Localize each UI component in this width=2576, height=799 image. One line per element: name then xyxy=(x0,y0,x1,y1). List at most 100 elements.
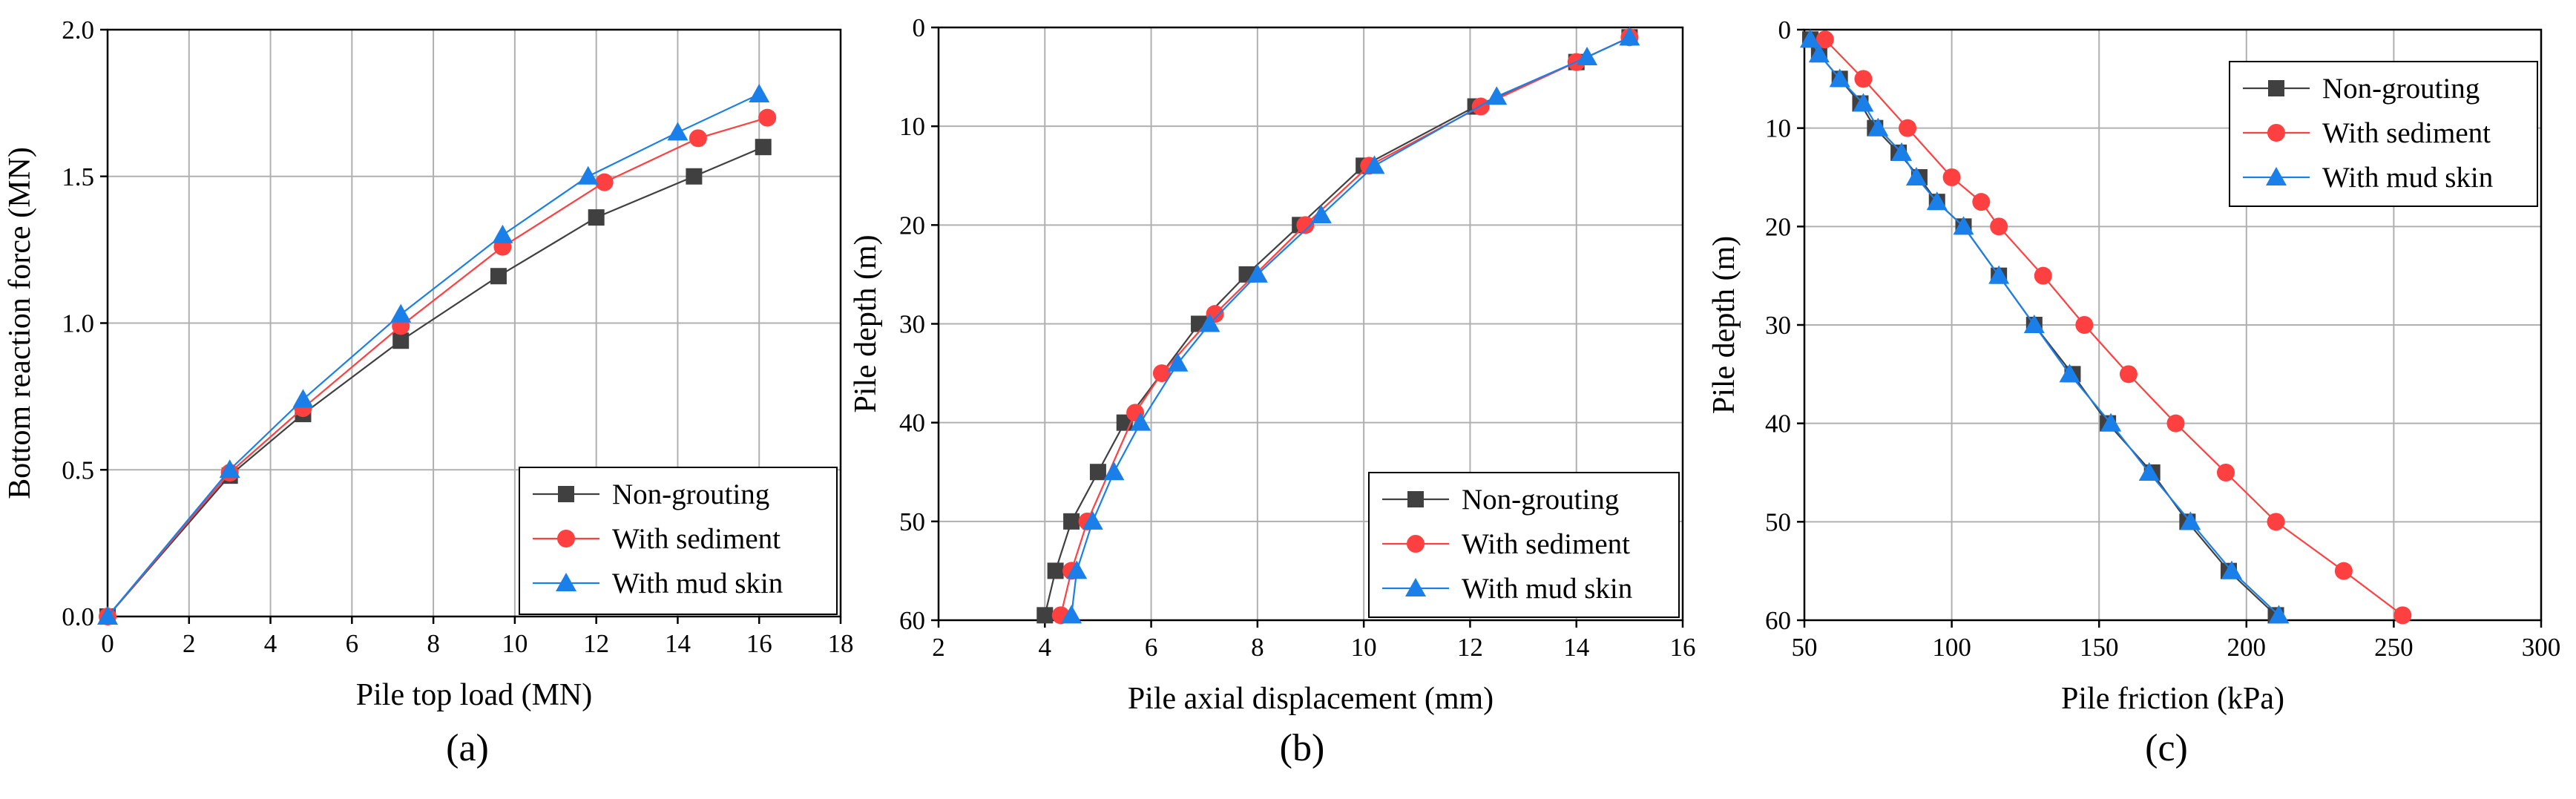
data-point xyxy=(1036,607,1054,624)
data-point xyxy=(1577,46,1598,65)
x-axis-label: Pile top load (MN) xyxy=(356,678,592,712)
chart-panel-2: 2 4 6 8 10 12 14 16 0 10 20 30 40 50 60 Pile axial disp… xyxy=(849,13,1696,769)
data-point xyxy=(1152,364,1171,383)
data-point xyxy=(755,139,772,156)
data-point xyxy=(1867,117,1889,137)
y-axis-label: Pile depth (m) xyxy=(1707,236,1741,414)
data-point xyxy=(1808,44,1830,63)
data-point xyxy=(1990,217,2008,236)
data-point xyxy=(595,173,614,191)
data-point xyxy=(588,209,605,226)
x-tick-label: 8 xyxy=(427,629,440,658)
data-point xyxy=(2268,605,2290,624)
data-point xyxy=(1854,70,1873,88)
y-tick-label: 40 xyxy=(1765,410,1791,438)
legend-marker xyxy=(2268,80,2284,96)
data-point xyxy=(97,606,118,625)
series-non-grouting xyxy=(1801,31,2284,624)
data-point xyxy=(1905,167,1927,185)
y-tick-label: 2.0 xyxy=(62,16,94,45)
series-with-mud-skin xyxy=(97,84,770,625)
panel-label: (a) xyxy=(446,727,489,769)
x-tick-label: 300 xyxy=(2522,633,2561,662)
data-point xyxy=(1063,513,1080,530)
x-tick-label: 16 xyxy=(746,629,772,658)
y-tick-label: 1.5 xyxy=(62,162,94,191)
data-point xyxy=(1942,168,1961,186)
x-tick-label: 4 xyxy=(1039,633,1052,662)
legend-marker xyxy=(558,486,574,502)
y-tick-label: 30 xyxy=(1765,311,1791,340)
data-point xyxy=(1061,605,1082,624)
plot-frame xyxy=(106,28,842,618)
y-tick-label: 0 xyxy=(1778,16,1792,45)
data-point xyxy=(492,224,513,243)
y-tick-label: 50 xyxy=(1765,507,1791,536)
data-point xyxy=(1829,68,1850,88)
x-tick-label: 6 xyxy=(1145,633,1158,662)
legend-marker xyxy=(2266,167,2287,185)
legend: Non-grouting With sediment With mud skin xyxy=(1368,472,1680,618)
data-point xyxy=(1619,27,1640,46)
data-point xyxy=(2138,462,2160,481)
legend: Non-grouting With sediment With mud skin xyxy=(2229,61,2538,207)
x-tick-label: 0 xyxy=(101,629,114,658)
legend-marker xyxy=(1407,491,1424,507)
data-point xyxy=(1103,461,1125,481)
x-tick-label: 200 xyxy=(2227,633,2267,662)
legend-marker xyxy=(1405,578,1426,596)
legend-marker xyxy=(2267,124,2285,142)
legend-marker xyxy=(1407,535,1425,553)
x-tick-label: 6 xyxy=(346,629,359,658)
data-point xyxy=(1364,155,1385,174)
y-tick-label: 0.0 xyxy=(62,602,94,631)
data-point xyxy=(1899,119,1917,137)
x-tick-label: 14 xyxy=(1563,633,1589,662)
data-point xyxy=(1816,30,1834,49)
legend-label: With mud skin xyxy=(2322,162,2493,194)
data-point xyxy=(1047,562,1064,579)
x-tick-label: 100 xyxy=(1932,633,1971,662)
data-point xyxy=(1953,216,1974,235)
data-point xyxy=(1799,29,1821,48)
data-point xyxy=(1988,265,2010,284)
data-point xyxy=(1926,191,1948,211)
data-point xyxy=(1853,93,1874,112)
data-point xyxy=(1167,352,1189,372)
data-point xyxy=(2216,464,2235,481)
x-tick-label: 10 xyxy=(1351,633,1377,662)
data-point xyxy=(2221,560,2242,579)
data-point xyxy=(2119,365,2138,384)
legend-label: With mud skin xyxy=(1462,573,1632,605)
x-tick-label: 8 xyxy=(1251,633,1264,662)
y-tick-label: 20 xyxy=(899,211,925,240)
legend-label: With sediment xyxy=(1462,528,1630,560)
data-point xyxy=(2180,511,2201,530)
data-point xyxy=(2334,562,2353,580)
data-point xyxy=(2267,513,2285,531)
data-point xyxy=(1130,412,1151,431)
chart-panel-1: 0 2 4 6 8 10 12 14 16 18 0.0 0.5 1.0 1.5 2.0 Pile top l… xyxy=(3,16,854,769)
data-point xyxy=(667,122,689,141)
x-tick-label: 10 xyxy=(502,629,528,658)
y-axis-label: Pile depth (m) xyxy=(849,234,883,412)
y-tick-label: 10 xyxy=(1765,114,1791,143)
x-tick-label: 250 xyxy=(2374,633,2414,662)
y-axis-label: Bottom reaction force (MN) xyxy=(3,147,37,499)
data-point xyxy=(1066,560,1088,579)
data-point xyxy=(1891,142,1913,161)
series-with-mud-skin xyxy=(1061,27,1640,624)
data-point xyxy=(1310,205,1332,224)
x-axis-label: Pile axial displacement (mm) xyxy=(1128,682,1494,716)
y-tick-label: 0 xyxy=(913,13,926,42)
y-tick-label: 1.0 xyxy=(62,309,94,338)
x-tick-label: 14 xyxy=(665,629,691,658)
y-tick-label: 10 xyxy=(899,112,925,141)
data-point xyxy=(490,268,507,285)
y-tick-label: 0.5 xyxy=(62,456,94,484)
data-point xyxy=(1296,216,1315,234)
y-tick-label: 60 xyxy=(1765,606,1791,635)
legend-label: Non-grouting xyxy=(1462,484,1619,516)
series-with-mud-skin xyxy=(1799,29,2290,624)
